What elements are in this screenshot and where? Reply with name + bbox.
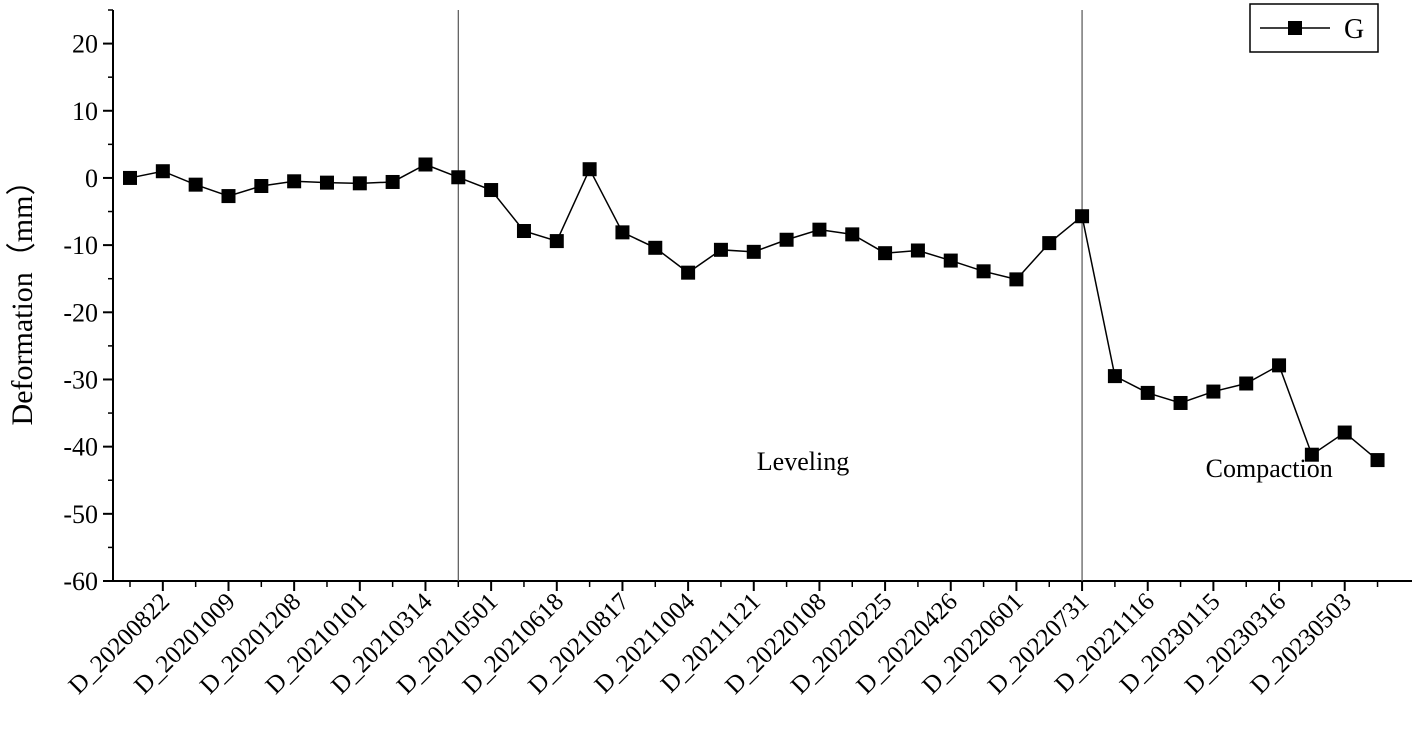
data-point (549, 234, 564, 249)
series-line (129, 163, 1379, 461)
y-tick-label: -20 (63, 298, 98, 327)
y-tick-label: 10 (72, 97, 98, 126)
data-point (516, 224, 531, 239)
data-point (746, 244, 761, 259)
series-g (123, 157, 1385, 468)
data-point (648, 240, 663, 255)
data-point (451, 170, 466, 185)
data-point (1009, 272, 1024, 287)
data-point (319, 175, 334, 190)
axes: 20100-10-20-30-40-50-60Deformation（mm）D_… (6, 9, 1412, 700)
legend-marker (1288, 21, 1302, 35)
phase-divider-lines (457, 10, 1083, 581)
data-point (155, 164, 170, 179)
data-point (943, 253, 958, 268)
data-point (615, 225, 630, 240)
data-point (221, 189, 236, 204)
data-point (1206, 384, 1221, 399)
legend-label: G (1344, 14, 1364, 45)
data-point (1107, 369, 1122, 384)
y-tick-label: -50 (63, 500, 98, 529)
data-point (812, 222, 827, 237)
data-point (254, 179, 269, 194)
data-point (287, 174, 302, 189)
legend: G (1249, 3, 1379, 53)
data-point (1272, 358, 1287, 373)
y-tick-label: -60 (63, 567, 98, 596)
data-point (1370, 453, 1385, 468)
annotation-label: Compaction (1206, 454, 1333, 483)
data-point (1173, 395, 1188, 410)
data-point (845, 227, 860, 242)
data-point (1075, 209, 1090, 224)
data-point (779, 232, 794, 247)
data-point (976, 264, 991, 279)
data-point (1337, 425, 1352, 440)
y-tick-label: 0 (85, 164, 98, 193)
y-tick-label: 20 (72, 30, 98, 59)
data-point (681, 265, 696, 280)
data-point (1304, 447, 1319, 462)
data-point (582, 162, 597, 177)
data-point (188, 177, 203, 192)
data-point (910, 243, 925, 258)
data-point (418, 157, 433, 172)
y-axis-title: Deformation（mm） (6, 166, 39, 426)
data-point (123, 170, 137, 185)
data-point (878, 246, 893, 261)
y-tick-label: -30 (63, 365, 98, 394)
annotation-label: Leveling (757, 447, 849, 476)
data-point (1042, 236, 1057, 251)
data-point (1239, 376, 1254, 391)
annotations: Leveling Compaction (757, 447, 1333, 483)
data-point (385, 174, 400, 189)
data-point (1140, 385, 1155, 400)
y-tick-label: -10 (63, 231, 98, 260)
data-point (484, 183, 499, 198)
data-point (352, 176, 367, 191)
y-tick-label: -40 (63, 433, 98, 462)
data-point (713, 242, 728, 257)
